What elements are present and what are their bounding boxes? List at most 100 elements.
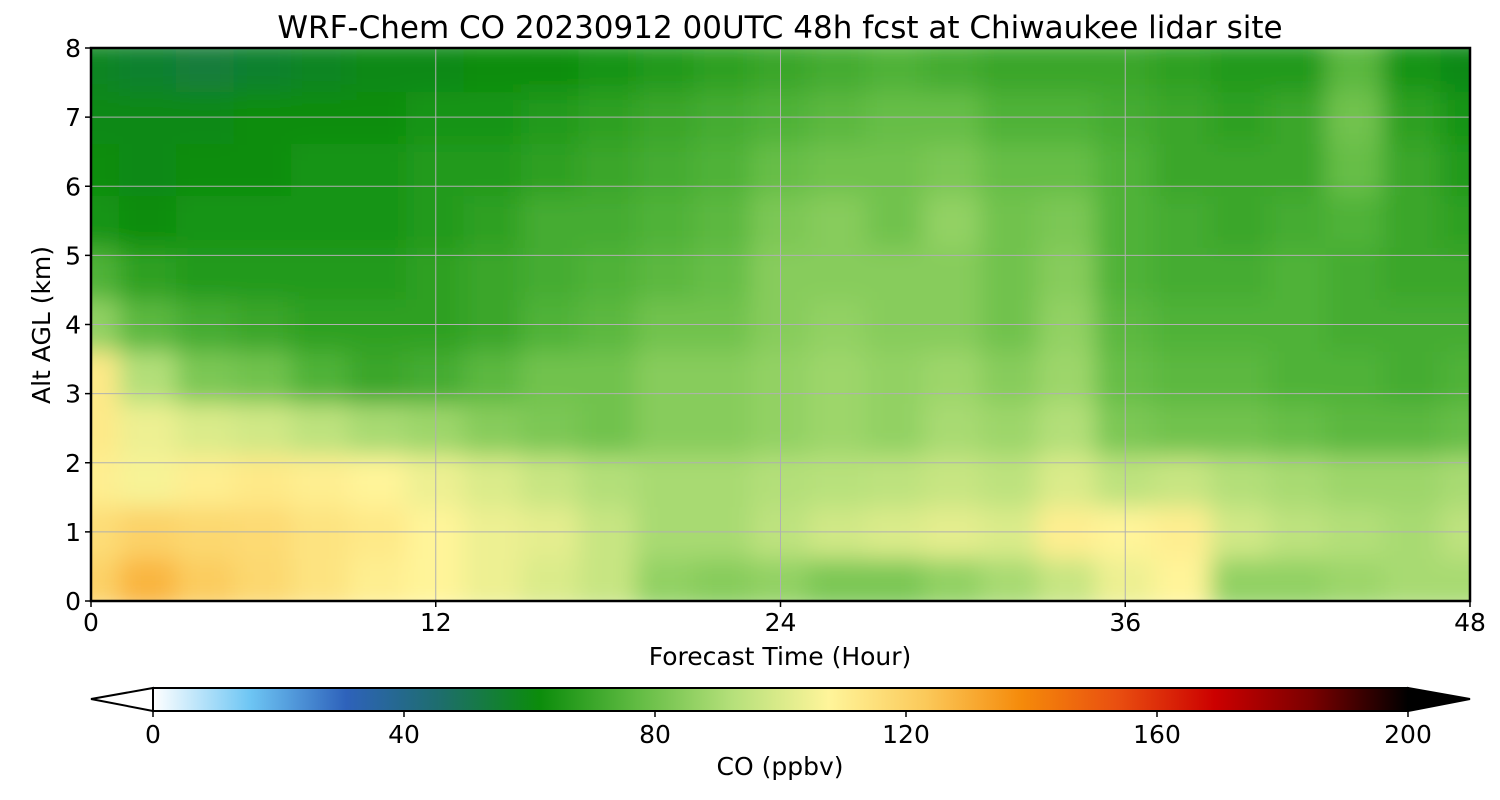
co-cell — [693, 556, 753, 601]
co-cell — [1325, 401, 1385, 456]
co-cell — [1440, 48, 1470, 93]
co-cell — [1152, 401, 1213, 456]
co-cell — [865, 401, 926, 456]
y-tick-label: 0 — [65, 587, 81, 616]
colorbar-tick-label: 80 — [639, 720, 671, 749]
co-cell — [693, 142, 753, 196]
co-cell — [980, 193, 1041, 248]
co-cell — [1382, 401, 1443, 456]
co-cell — [693, 245, 753, 300]
co-cell — [176, 142, 236, 196]
y-tick-label: 6 — [65, 172, 81, 201]
colorbar-tick-label: 40 — [388, 720, 420, 749]
co-cell — [1325, 556, 1385, 601]
co-cell — [923, 142, 983, 196]
co-cell — [1038, 453, 1098, 507]
co-cell — [233, 245, 294, 300]
y-tick-label: 4 — [65, 311, 81, 340]
x-tick-label: 0 — [83, 608, 99, 637]
co-cell — [118, 349, 179, 404]
co-cell — [1325, 142, 1385, 196]
co-cell — [578, 142, 638, 196]
co-cell — [635, 453, 696, 507]
co-cell — [1382, 453, 1443, 507]
co-cell — [118, 193, 179, 248]
co-cell — [808, 142, 868, 196]
x-tick-label: 12 — [420, 608, 452, 637]
co-cell — [1267, 401, 1328, 456]
co-cell — [1325, 193, 1385, 248]
co-cell — [291, 349, 351, 404]
co-cell — [91, 453, 121, 507]
co-cell — [348, 556, 409, 601]
co-cell — [980, 142, 1041, 196]
co-cell — [176, 556, 236, 601]
colorbar-gradient — [152, 687, 1409, 712]
co-cell — [808, 245, 868, 300]
co-cell — [1210, 401, 1270, 456]
co-cell — [1325, 349, 1385, 404]
co-cell — [1210, 245, 1270, 300]
co-cell — [348, 48, 409, 93]
co-cell — [291, 48, 351, 93]
co-cell — [865, 349, 926, 404]
co-cell — [1210, 453, 1270, 507]
co-cell — [1382, 193, 1443, 248]
co-cell — [233, 142, 294, 196]
co-cell — [578, 401, 638, 456]
co-cell — [348, 142, 409, 196]
co-cell — [520, 401, 581, 456]
co-cell — [291, 142, 351, 196]
co-cell — [693, 453, 753, 507]
co-cell — [1382, 48, 1443, 93]
y-tick-label: 8 — [65, 34, 81, 63]
co-cell — [118, 401, 179, 456]
co-cell — [463, 48, 523, 93]
co-cell — [233, 556, 294, 601]
co-cell — [1440, 453, 1470, 507]
co-cell — [118, 48, 179, 93]
co-cell — [1152, 453, 1213, 507]
co-cell — [578, 349, 638, 404]
co-cell — [1267, 193, 1328, 248]
co-cell — [348, 245, 409, 300]
co-cell — [176, 453, 236, 507]
co-cell — [91, 245, 121, 300]
co-cell — [923, 245, 983, 300]
co-cell — [1152, 349, 1213, 404]
co-cell — [176, 193, 236, 248]
co-cell — [980, 556, 1041, 601]
co-cell — [578, 48, 638, 93]
y-tick-label: 3 — [65, 380, 81, 409]
co-cell — [808, 193, 868, 248]
co-cell — [1210, 556, 1270, 601]
co-cell — [118, 245, 179, 300]
co-cell — [923, 193, 983, 248]
co-cell — [463, 245, 523, 300]
co-cell — [808, 453, 868, 507]
co-cell — [1325, 48, 1385, 93]
colorbar-tick-label: 160 — [1133, 720, 1181, 749]
co-cell — [1440, 142, 1470, 196]
co-cell — [923, 401, 983, 456]
co-cell — [463, 556, 523, 601]
colorbar-tick-label: 200 — [1384, 720, 1432, 749]
co-cell — [463, 142, 523, 196]
x-axis: 0 12 24 36 48 — [83, 601, 1486, 637]
co-cell — [1038, 245, 1098, 300]
y-tick-label: 2 — [65, 449, 81, 478]
co-cell — [635, 349, 696, 404]
x-tick-label: 24 — [765, 608, 797, 637]
co-cell — [291, 245, 351, 300]
co-cell — [1382, 349, 1443, 404]
co-cell — [291, 556, 351, 601]
co-cell — [348, 193, 409, 248]
co-cell — [233, 48, 294, 93]
co-cell — [348, 401, 409, 456]
co-cell — [635, 142, 696, 196]
co-cell — [520, 193, 581, 248]
y-axis-label: Alt AGL (km) — [27, 246, 56, 404]
co-cell — [980, 401, 1041, 456]
co-cell — [1325, 245, 1385, 300]
co-cell — [865, 193, 926, 248]
